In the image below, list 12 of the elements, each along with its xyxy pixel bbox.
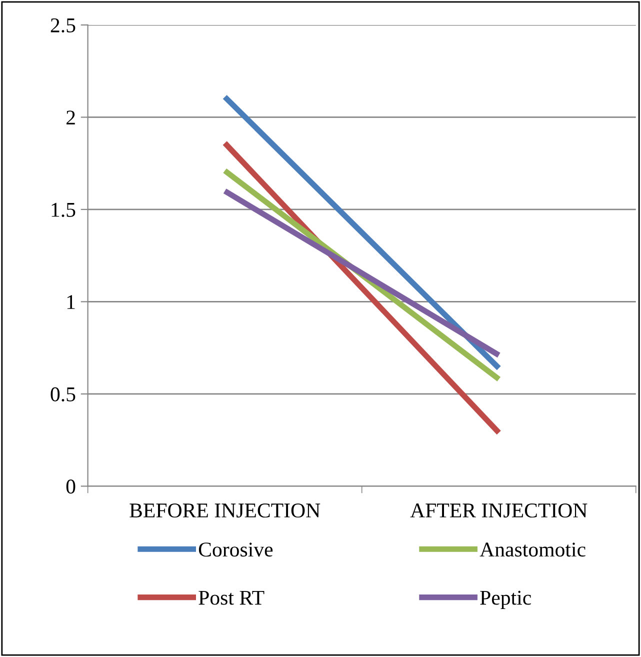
y-tick-label: 2.5	[50, 18, 76, 32]
legend-label: Anastomotic	[480, 542, 586, 557]
legend-label: Post RT	[198, 590, 264, 605]
legend-label: Peptic	[480, 590, 531, 610]
legend-label: Corosive	[198, 542, 273, 557]
y-tick-label: 1	[67, 295, 75, 309]
x-tick-label: BEFORE INJECTION	[130, 504, 320, 518]
y-tick-label: 0.5	[50, 387, 76, 402]
y-tick-label: 1.5	[52, 202, 76, 217]
y-tick-label: 0	[66, 480, 76, 494]
x-tick-label: AFTER INJECTION	[410, 504, 588, 518]
y-tick-label: 2	[66, 110, 75, 124]
